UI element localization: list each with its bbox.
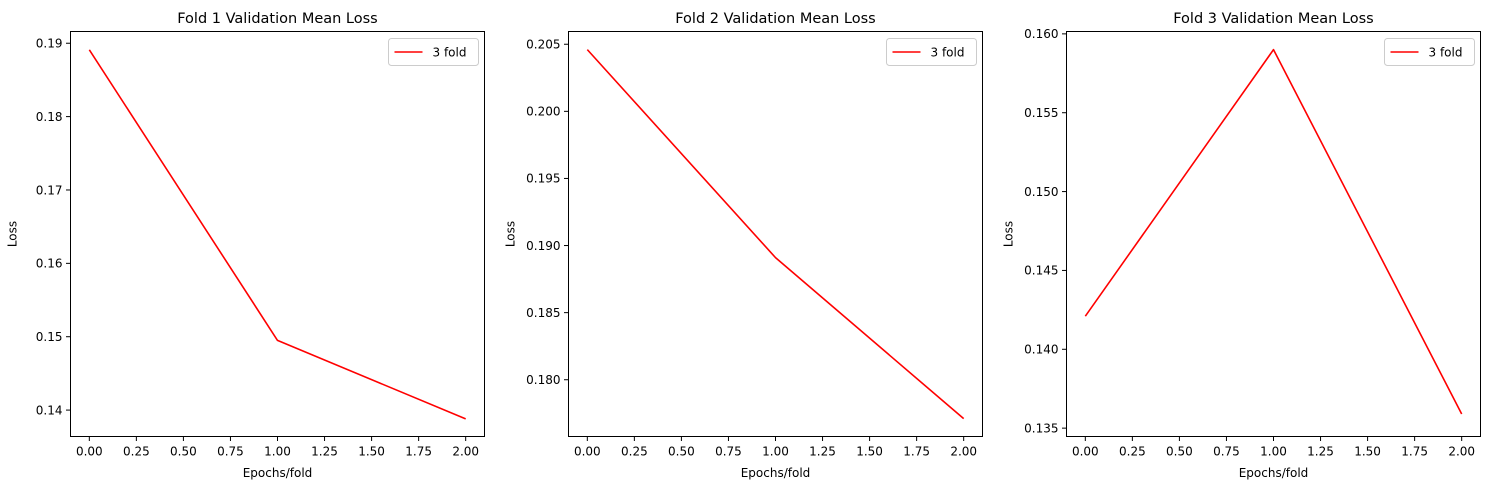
x-tick-label: 1.50 xyxy=(358,445,385,459)
legend-label: 3 fold xyxy=(931,45,965,59)
x-tick-label: 0.25 xyxy=(123,445,150,459)
y-tick-label: 0.19 xyxy=(36,37,63,51)
x-tick-label: 0.25 xyxy=(621,445,648,459)
y-tick-label: 0.140 xyxy=(1024,343,1058,357)
x-tick-label: 2.00 xyxy=(452,445,479,459)
x-tick-label: 2.00 xyxy=(950,445,977,459)
series-line-1 xyxy=(586,49,965,420)
y-tick-label: 0.18 xyxy=(36,110,63,124)
x-tick-label: 0.75 xyxy=(1213,445,1240,459)
x-tick-label: 1.25 xyxy=(809,445,836,459)
plot-area xyxy=(70,31,485,437)
x-axis-label: Epochs/fold xyxy=(1239,466,1309,480)
x-tick-label: 0.50 xyxy=(668,445,695,459)
x-tick-label: 0.50 xyxy=(1166,445,1193,459)
x-tick-label: 0.00 xyxy=(574,445,601,459)
chart-title: Fold 1 Validation Mean Loss xyxy=(177,11,378,27)
y-tick-label: 0.190 xyxy=(526,239,560,253)
plot-area xyxy=(568,31,983,437)
y-axis-label: Loss xyxy=(1002,221,1016,247)
x-axis-label: Epochs/fold xyxy=(243,466,313,480)
x-tick-label: 0.50 xyxy=(170,445,197,459)
x-tick-label: 0.00 xyxy=(76,445,103,459)
y-tick-label: 0.195 xyxy=(526,172,560,186)
axes-frame xyxy=(568,31,983,437)
legend: 3 fold xyxy=(886,38,977,66)
x-tick-label: 0.75 xyxy=(715,445,742,459)
chart-panel-3: Fold 3 Validation Mean Loss 0.00 0.25 0.50 0… xyxy=(1002,11,1481,480)
y-axis-label: Loss xyxy=(504,221,518,247)
x-tick-label: 0.00 xyxy=(1072,445,1099,459)
plot-area xyxy=(1066,31,1481,437)
legend-box xyxy=(388,38,479,66)
legend-box xyxy=(886,38,977,66)
x-tick-label: 0.25 xyxy=(1119,445,1146,459)
y-tick-label: 0.180 xyxy=(526,373,560,387)
series-line-1 xyxy=(88,49,466,420)
legend: 3 fold xyxy=(1384,38,1475,66)
y-tick-label: 0.14 xyxy=(36,403,63,417)
chart-title: Fold 2 Validation Mean Loss xyxy=(675,11,876,27)
y-tick-label: 0.160 xyxy=(1024,27,1058,41)
x-tick-label: 2.00 xyxy=(1448,445,1475,459)
y-tick-label: 0.200 xyxy=(526,105,560,119)
legend-label: 3 fold xyxy=(433,45,467,59)
x-tick-label: 1.00 xyxy=(762,445,789,459)
x-tick-label: 1.00 xyxy=(264,445,291,459)
axes-frame xyxy=(1066,31,1481,437)
y-tick-label: 0.155 xyxy=(1024,106,1058,120)
y-tick-label: 0.185 xyxy=(526,306,560,320)
legend-box xyxy=(1384,38,1475,66)
x-tick-label: 1.75 xyxy=(903,445,930,459)
x-tick-label: 1.25 xyxy=(311,445,338,459)
x-tick-label: 1.75 xyxy=(1401,445,1428,459)
y-tick-label: 0.15 xyxy=(36,330,63,344)
legend: 3 fold xyxy=(388,38,479,66)
chart-panel-2: Fold 2 Validation Mean Loss 0.00 0.25 0.50 0… xyxy=(504,11,983,480)
x-tick-label: 0.75 xyxy=(217,445,244,459)
x-axis-label: Epochs/fold xyxy=(741,466,811,480)
chart-panel-1: Fold 1 Validation Mean Loss 0.00 0.25 0.50 0… xyxy=(6,11,485,480)
y-tick-label: 0.150 xyxy=(1024,185,1058,199)
x-tick-label: 1.75 xyxy=(405,445,432,459)
x-tick-label: 1.50 xyxy=(856,445,883,459)
axes-frame xyxy=(70,31,485,437)
series-line-1 xyxy=(1084,48,1463,415)
y-tick-label: 0.135 xyxy=(1024,421,1058,435)
x-tick-label: 1.00 xyxy=(1260,445,1287,459)
chart-title: Fold 3 Validation Mean Loss xyxy=(1173,11,1374,27)
legend-label: 3 fold xyxy=(1429,45,1463,59)
y-tick-label: 0.16 xyxy=(36,257,63,271)
y-tick-label: 0.205 xyxy=(526,38,560,52)
y-tick-label: 0.145 xyxy=(1024,264,1058,278)
x-tick-label: 1.25 xyxy=(1307,445,1334,459)
y-axis-label: Loss xyxy=(6,221,20,247)
y-tick-label: 0.17 xyxy=(36,183,63,197)
x-tick-label: 1.50 xyxy=(1354,445,1381,459)
